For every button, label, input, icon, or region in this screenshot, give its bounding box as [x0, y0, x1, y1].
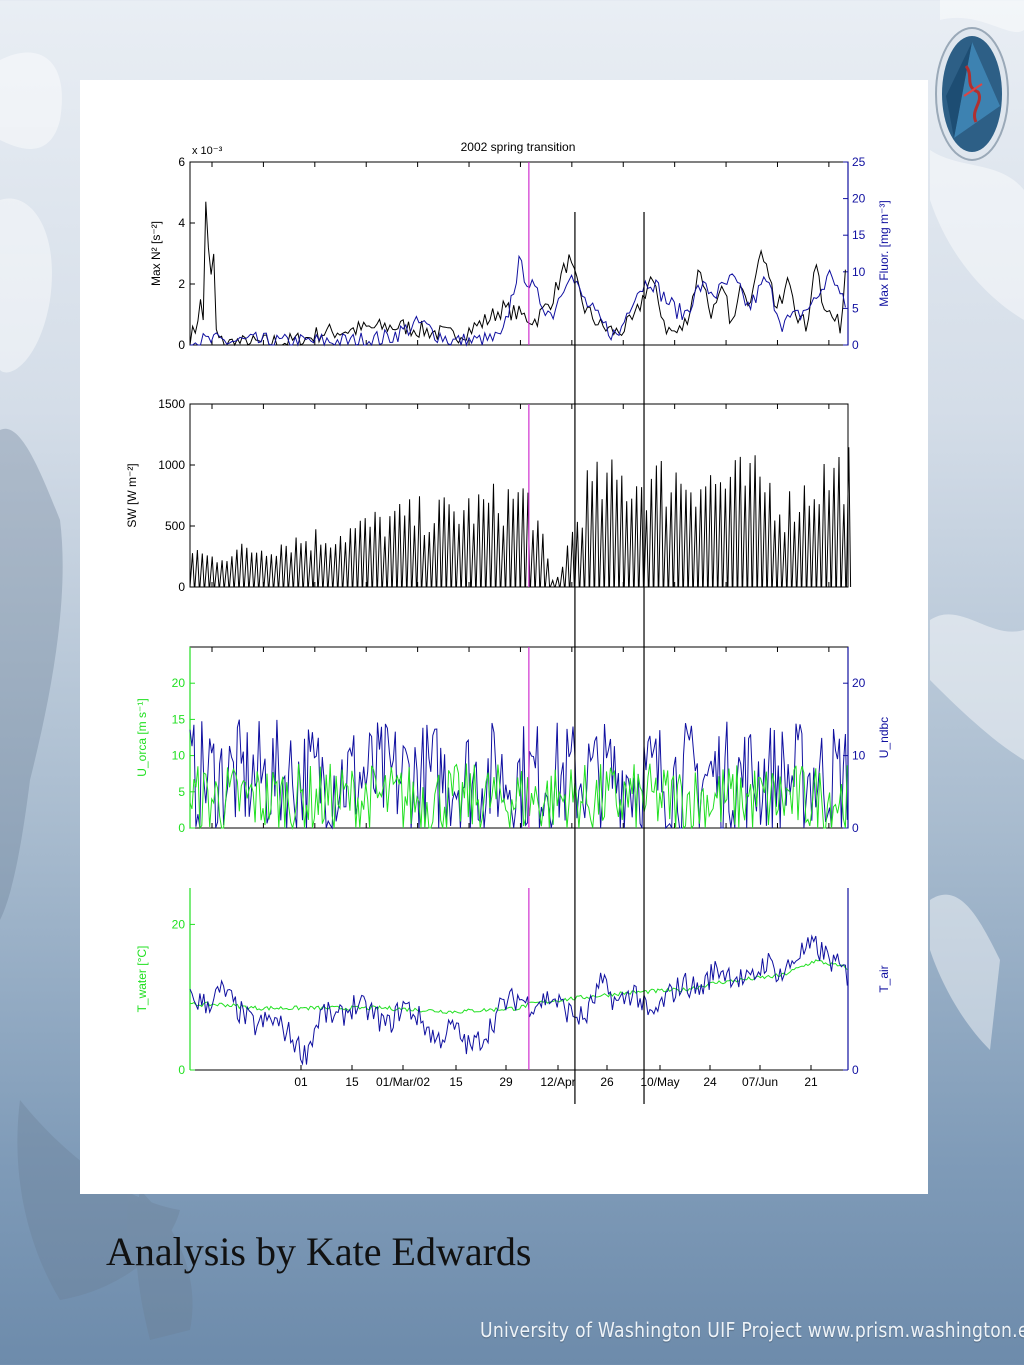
x-tick-label-8: 24	[703, 1075, 717, 1089]
x-tick-label-5: 12/Apr	[540, 1075, 575, 1089]
y-tick-label-left-3-2: 10	[172, 749, 186, 763]
y-tick-label-left-2-0: 0	[178, 580, 185, 594]
series-line-p3-0	[189, 719, 848, 830]
x-tick-label-2: 01/Mar/02	[376, 1075, 430, 1089]
y-tick-label-right-3-2: 20	[852, 676, 866, 690]
y-label-max-n2: Max N² [s⁻²]	[149, 221, 163, 286]
y-tick-label-left-1-0: 0	[178, 338, 185, 352]
exponent-label: x 10⁻³	[192, 145, 223, 157]
y-tick-label-left-3-0: 0	[178, 821, 185, 835]
y-tick-label-right-1-3: 15	[852, 228, 866, 242]
y-tick-label-left-2-3: 1500	[158, 397, 185, 411]
x-tick-label-4: 29	[499, 1075, 513, 1089]
y-tick-label-left-2-2: 1000	[158, 458, 185, 472]
y-tick-label-right-1-5: 25	[852, 155, 866, 169]
y-label-u-orca: U_orca [m s⁻¹]	[135, 698, 149, 776]
y-tick-label-right-1-1: 5	[852, 301, 859, 315]
chart-title: 2002 spring transition	[461, 140, 576, 154]
prism-logo-icon	[935, 27, 1009, 161]
series-line-p4-0	[189, 959, 848, 1014]
y-tick-label-left-1-1: 2	[178, 277, 185, 291]
sw-series-line	[189, 447, 852, 588]
x-tick-label-1: 15	[345, 1075, 359, 1089]
axes-frame-1	[189, 161, 849, 346]
y-tick-label-left-3-1: 5	[178, 785, 185, 799]
x-tick-label-3: 15	[449, 1075, 463, 1089]
y-tick-label-left-4-1: 20	[172, 917, 186, 931]
y-tick-label-left-2-1: 500	[165, 519, 185, 533]
y-tick-label-left-1-2: 4	[178, 216, 185, 230]
series-line-p3-1	[189, 763, 848, 830]
y-label-u-ndbc: U_ndbc	[877, 717, 891, 758]
y-tick-label-right-4-0: 0	[852, 1063, 859, 1077]
caption: Analysis by Kate Edwards	[106, 1229, 532, 1274]
figure-panel: 2002 spring transition x 10⁻³ 0 2 4 6 0 5 10 15 20…	[80, 80, 928, 1194]
y-tick-label-right-3-0: 0	[852, 821, 859, 835]
y-tick-label-left-3-3: 15	[172, 712, 186, 726]
footer-credit: University of Washington UIF Project www…	[480, 1318, 1024, 1342]
y-tick-label-left-3-4: 20	[172, 676, 186, 690]
y-label-t-air: T_air	[877, 965, 891, 992]
y-tick-label-left-1-3: 6	[178, 155, 185, 169]
y-tick-label-right-1-2: 10	[852, 265, 866, 279]
x-tick-label-7: 10/May	[640, 1075, 679, 1089]
series-line-p4-1	[189, 934, 848, 1066]
y-tick-label-left-4-0: 0	[178, 1063, 185, 1077]
y-tick-label-right-1-0: 0	[852, 338, 859, 352]
x-tick-label-10: 21	[804, 1075, 818, 1089]
x-tick-label-0: 01	[294, 1075, 308, 1089]
y-tick-label-right-1-4: 20	[852, 192, 866, 206]
y-label-max-fluor: Max Fluor. [mg m⁻³]	[877, 200, 891, 306]
x-tick-label-9: 07/Jun	[742, 1075, 778, 1089]
series-line-p1-1	[190, 254, 846, 347]
y-tick-label-right-3-1: 10	[852, 749, 866, 763]
y-label-t-water: T_water [°C]	[135, 946, 149, 1013]
y-label-sw: SW [W m⁻²]	[125, 463, 139, 527]
x-tick-label-6: 26	[600, 1075, 614, 1089]
